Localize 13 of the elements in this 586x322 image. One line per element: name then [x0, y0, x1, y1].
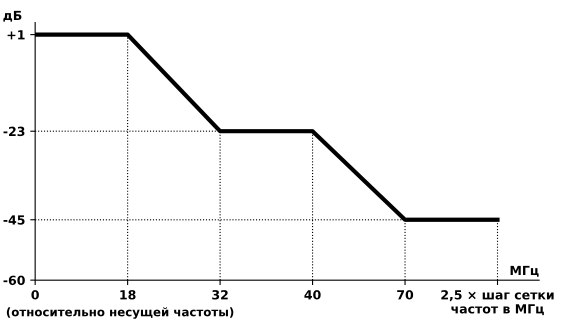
- x-tick-label: 18: [120, 290, 136, 300]
- y-axis-title: дБ: [3, 10, 22, 22]
- y-tick-label: +1: [8, 30, 25, 40]
- x-tick-label: 2,5 × шаг сетки частот в МГц: [441, 290, 554, 316]
- x-tick-label: 0: [31, 290, 39, 300]
- x-axis-title: МГц: [510, 266, 539, 277]
- text: (относительно несущей частоты): [6, 307, 234, 319]
- x-tick-label: 40: [304, 290, 321, 300]
- y-tick-label: -60: [4, 276, 25, 286]
- x-tick-label: 32: [212, 290, 228, 300]
- y-tick-label: -23: [4, 126, 24, 136]
- x-tick-label: 70: [397, 290, 414, 300]
- y-tick-label: -45: [4, 215, 25, 225]
